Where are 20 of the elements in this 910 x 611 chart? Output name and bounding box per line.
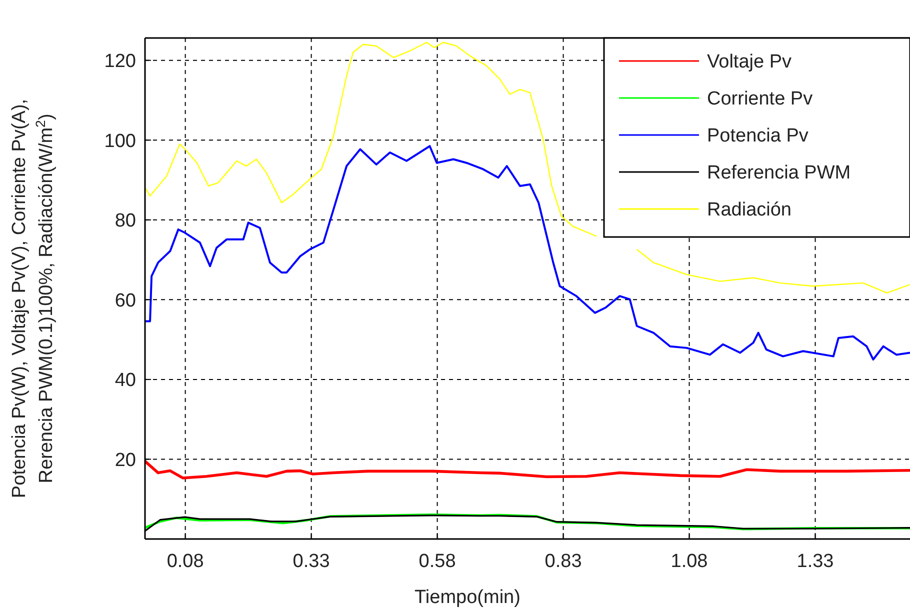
x-tick-label: 0.58 [418, 551, 456, 572]
y-tick-label: 40 [114, 370, 136, 392]
x-tick-label: 1.33 [796, 551, 834, 572]
legend-label: Referencia PWM [707, 162, 851, 184]
legend-label: Radiación [707, 200, 792, 221]
legend-label: Corriente Pv [707, 88, 814, 110]
line-series [145, 145, 910, 360]
y-tick-label: 100 [104, 130, 136, 152]
y-tick-label: 80 [114, 210, 136, 232]
line-series [145, 460, 910, 480]
y-tick-label: 20 [114, 450, 136, 471]
x-axis-title: Tiempo(min) [414, 587, 520, 608]
x-tick-label: 0.83 [544, 551, 582, 572]
x-tick-label: 0.33 [292, 551, 330, 572]
x-tick-label: 0.08 [166, 551, 204, 572]
legend-label: Potencia Pv [707, 126, 809, 147]
y-tick-label: 60 [114, 290, 136, 312]
y-tick-label: 120 [104, 50, 136, 72]
legend-label: Voltaje Pv [707, 52, 792, 73]
x-tick-label: 1.08 [670, 551, 708, 572]
